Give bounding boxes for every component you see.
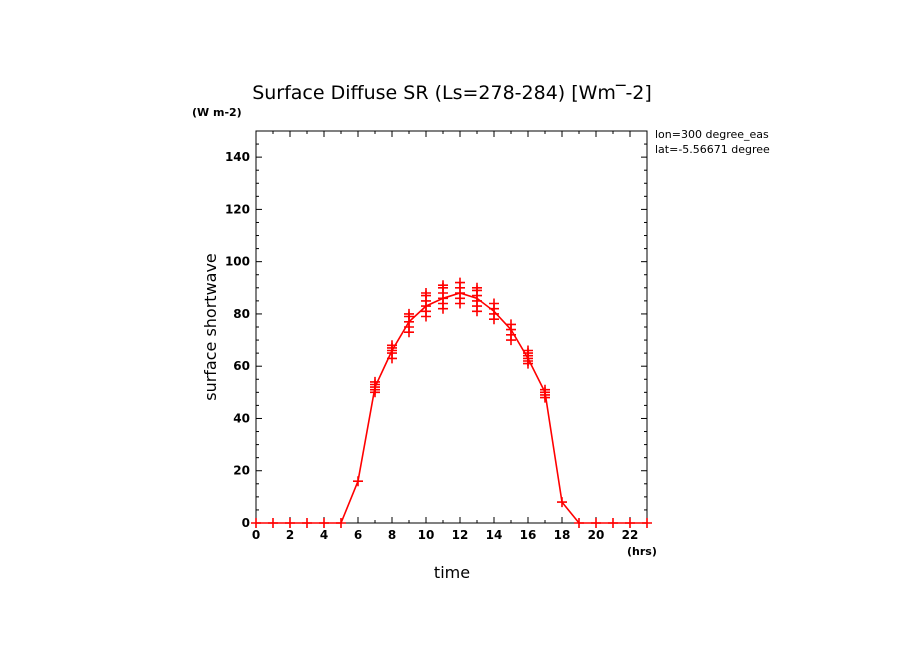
y-tick-label: 140: [225, 150, 250, 164]
y-tick-label: 80: [233, 307, 250, 321]
axis-tick-labels: 0 2 4 6 8 10 12 14 16 18 20 22 0 20 40 60 80 100 120 140: [225, 150, 638, 542]
x-tick-label: 8: [388, 528, 396, 542]
data-point-marker: [319, 518, 329, 528]
data-point-marker: [404, 308, 414, 319]
data-point-marker: [455, 277, 465, 288]
y-tick-label: 0: [242, 516, 250, 530]
annotation-lon: lon=300 degree_eas: [655, 128, 769, 141]
x-tick-label: 6: [354, 528, 362, 542]
markers-group: [251, 277, 652, 528]
y-unit-label: (W m-2): [192, 106, 242, 119]
data-point-marker: [557, 497, 567, 508]
x-tick-label: 0: [252, 528, 260, 542]
data-point-marker: [370, 376, 380, 387]
annotation-lat: lat=-5.56671 degree: [655, 143, 770, 156]
x-tick-label: 18: [554, 528, 571, 542]
y-tick-label: 60: [233, 359, 250, 373]
data-point-marker: [506, 319, 516, 330]
data-point-marker: [642, 518, 652, 528]
series-line-mean: [256, 292, 647, 524]
data-point-marker: [472, 282, 482, 293]
data-point-marker: [268, 518, 278, 528]
y-tick-label: 120: [225, 202, 250, 216]
x-tick-label: 14: [486, 528, 503, 542]
data-point-marker: [489, 298, 499, 309]
chart-title: Surface Diffuse SR (Ls=278-284) [Wm‾-2]: [252, 82, 652, 104]
series-group: [256, 292, 647, 524]
y-tick-label: 20: [233, 464, 250, 478]
data-point-marker: [523, 345, 533, 356]
x-tick-label: 16: [520, 528, 537, 542]
data-point-marker: [574, 518, 584, 528]
x-tick-label: 12: [452, 528, 469, 542]
y-tick-label: 100: [225, 255, 250, 269]
data-point-marker: [540, 384, 550, 395]
data-point-marker: [608, 518, 618, 528]
x-tick-label: 2: [286, 528, 294, 542]
data-point-marker: [421, 288, 431, 298]
data-point-marker: [625, 518, 635, 528]
x-tick-label: 22: [622, 528, 639, 542]
data-point-marker: [251, 518, 261, 528]
data-point-marker: [387, 340, 397, 351]
data-point-marker: [302, 518, 312, 528]
data-point-marker: [353, 476, 363, 487]
axis-ticks: [255, 130, 648, 524]
data-point-marker: [591, 518, 601, 528]
plot-frame: [255, 130, 648, 524]
x-axis-title: time: [434, 563, 470, 582]
y-axis-title: surface shortwave: [201, 253, 220, 401]
x-unit-label: (hrs): [627, 545, 657, 558]
data-point-marker: [285, 518, 295, 528]
x-tick-label: 20: [588, 528, 605, 542]
x-tick-label: 4: [320, 528, 328, 542]
data-point-marker: [438, 280, 448, 291]
data-point-marker: [336, 518, 346, 528]
x-tick-label: 10: [418, 528, 435, 542]
y-tick-label: 40: [233, 411, 250, 425]
